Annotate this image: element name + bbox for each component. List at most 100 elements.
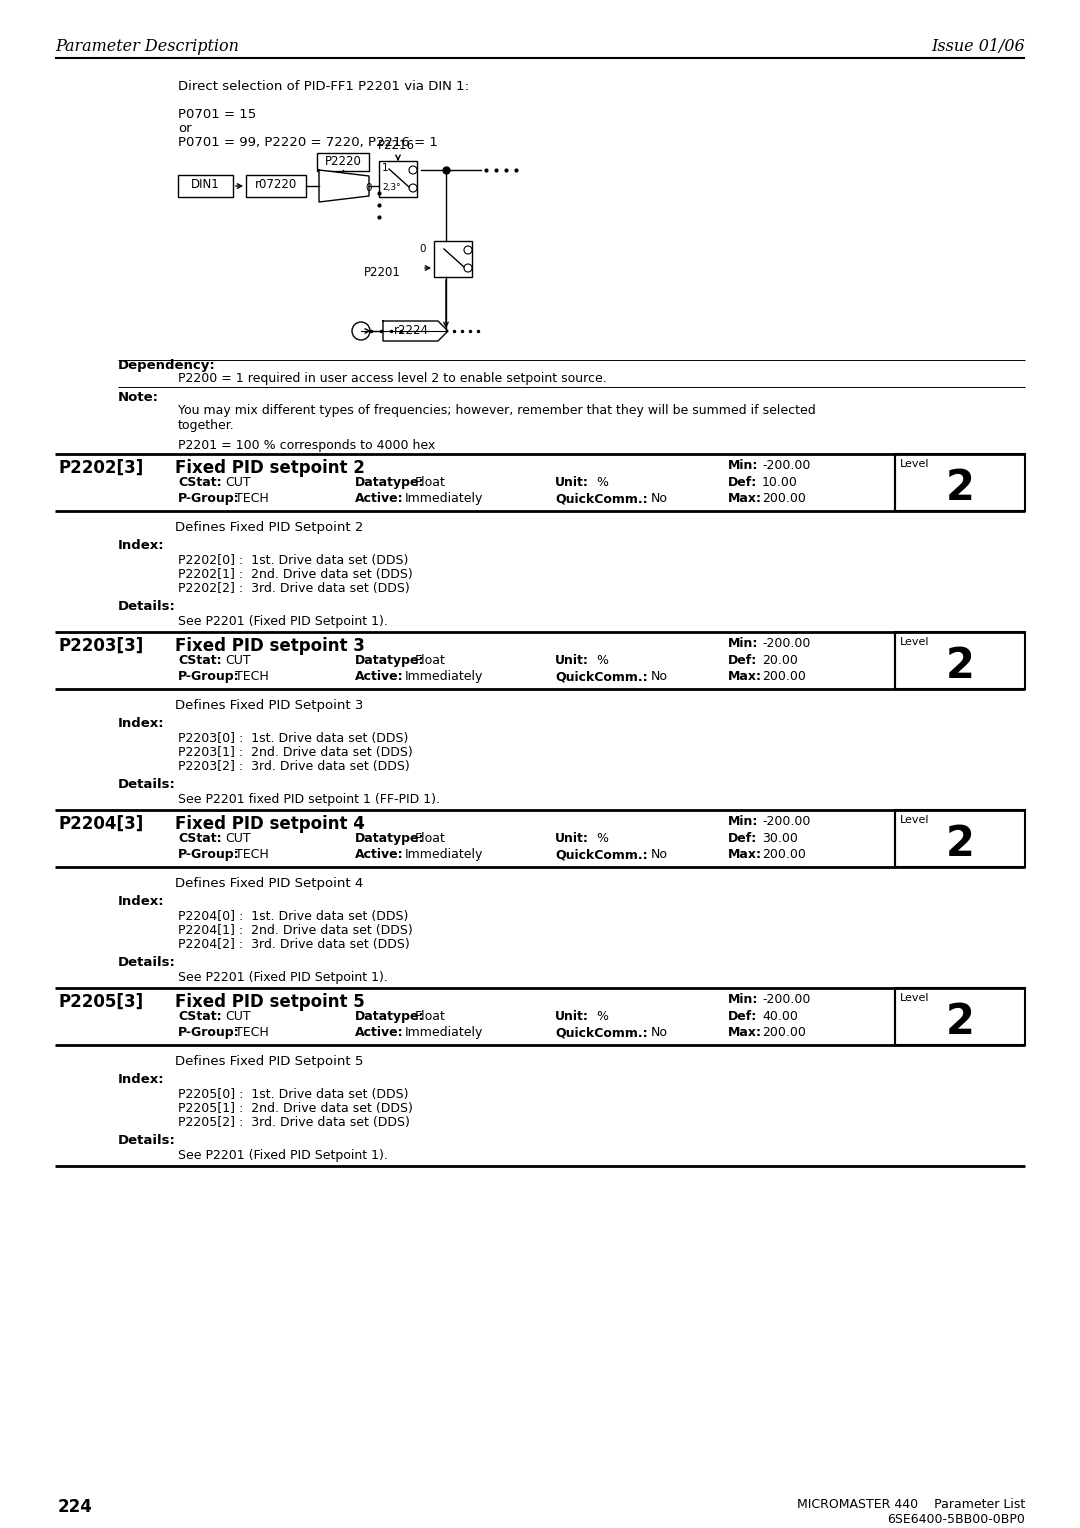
Text: P2204[0] :  1st. Drive data set (DDS): P2204[0] : 1st. Drive data set (DDS) [178, 911, 408, 923]
Text: Defines Fixed PID Setpoint 2: Defines Fixed PID Setpoint 2 [175, 521, 363, 533]
Text: 10.00: 10.00 [762, 477, 798, 489]
Circle shape [464, 264, 472, 272]
Text: Index:: Index: [118, 1073, 164, 1086]
Text: Immediately: Immediately [405, 848, 484, 860]
Circle shape [464, 246, 472, 254]
Text: Defines Fixed PID Setpoint 5: Defines Fixed PID Setpoint 5 [175, 1054, 363, 1068]
Text: DIN1: DIN1 [191, 177, 219, 191]
Text: 1: 1 [382, 163, 389, 173]
Text: Unit:: Unit: [555, 654, 589, 668]
Text: P2202[3]: P2202[3] [58, 458, 144, 477]
Bar [246, 176, 306, 197]
Text: P-Group:: P-Group: [178, 492, 240, 504]
Text: 0: 0 [419, 244, 426, 254]
Text: QuickComm.:: QuickComm.: [555, 1025, 648, 1039]
Text: P2201: P2201 [364, 266, 401, 280]
Text: Defines Fixed PID Setpoint 4: Defines Fixed PID Setpoint 4 [175, 877, 363, 889]
Text: Max:: Max: [728, 1025, 762, 1039]
Text: 2,3°: 2,3° [382, 183, 401, 193]
Text: P0701 = 15: P0701 = 15 [178, 108, 256, 121]
Text: -200.00: -200.00 [762, 993, 810, 1005]
Text: Index:: Index: [118, 539, 164, 552]
Text: CUT: CUT [225, 833, 251, 845]
Text: P2204[3]: P2204[3] [58, 814, 144, 833]
Text: Min:: Min: [728, 993, 758, 1005]
Text: Defines Fixed PID Setpoint 3: Defines Fixed PID Setpoint 3 [175, 698, 363, 712]
Text: No: No [651, 848, 669, 860]
Bar [434, 241, 472, 277]
Text: Details:: Details: [118, 601, 176, 613]
Text: CUT: CUT [225, 1010, 251, 1024]
Text: See P2201 fixed PID setpoint 1 (FF-PID 1).: See P2201 fixed PID setpoint 1 (FF-PID 1… [178, 793, 440, 805]
Text: QuickComm.:: QuickComm.: [555, 848, 648, 860]
Text: Datatype:: Datatype: [355, 477, 424, 489]
Text: 20.00: 20.00 [762, 654, 798, 668]
Text: Fixed PID setpoint 3: Fixed PID setpoint 3 [175, 637, 365, 656]
Text: %: % [596, 654, 608, 668]
Text: Min:: Min: [728, 814, 758, 828]
Text: 0: 0 [365, 183, 372, 193]
Text: P2203[0] :  1st. Drive data set (DDS): P2203[0] : 1st. Drive data set (DDS) [178, 732, 408, 746]
Circle shape [409, 167, 417, 174]
Text: Immediately: Immediately [405, 492, 484, 504]
Text: Unit:: Unit: [555, 833, 589, 845]
Bar [318, 153, 369, 171]
Text: Direct selection of PID-FF1 P2201 via DIN 1:: Direct selection of PID-FF1 P2201 via DI… [178, 79, 469, 93]
Text: No: No [651, 669, 669, 683]
Text: CUT: CUT [225, 654, 251, 668]
Text: Level: Level [900, 993, 930, 1002]
Text: Def:: Def: [728, 654, 757, 668]
Text: P2205[2] :  3rd. Drive data set (DDS): P2205[2] : 3rd. Drive data set (DDS) [178, 1115, 410, 1129]
Text: Parameter Description: Parameter Description [55, 38, 239, 55]
Text: Active:: Active: [355, 669, 404, 683]
Text: Datatype:: Datatype: [355, 1010, 424, 1024]
Text: P2205[1] :  2nd. Drive data set (DDS): P2205[1] : 2nd. Drive data set (DDS) [178, 1102, 413, 1115]
Text: Note:: Note: [118, 391, 159, 403]
Text: Immediately: Immediately [405, 669, 484, 683]
Text: P2202[2] :  3rd. Drive data set (DDS): P2202[2] : 3rd. Drive data set (DDS) [178, 582, 409, 594]
Text: Datatype:: Datatype: [355, 654, 424, 668]
Text: P2205[0] :  1st. Drive data set (DDS): P2205[0] : 1st. Drive data set (DDS) [178, 1088, 408, 1102]
Text: Datatype:: Datatype: [355, 833, 424, 845]
Text: Active:: Active: [355, 1025, 404, 1039]
Text: P2202[0] :  1st. Drive data set (DDS): P2202[0] : 1st. Drive data set (DDS) [178, 555, 408, 567]
Text: QuickComm.:: QuickComm.: [555, 669, 648, 683]
Text: CStat:: CStat: [178, 654, 221, 668]
Text: Float: Float [415, 1010, 446, 1024]
Text: QuickComm.:: QuickComm.: [555, 492, 648, 504]
Text: Max:: Max: [728, 492, 762, 504]
Text: P2205[3]: P2205[3] [58, 993, 144, 1012]
Text: -200.00: -200.00 [762, 814, 810, 828]
Text: %: % [596, 833, 608, 845]
Text: Level: Level [900, 814, 930, 825]
Text: Details:: Details: [118, 957, 176, 969]
Polygon shape [383, 321, 448, 341]
Text: 200.00: 200.00 [762, 848, 806, 860]
Text: 2: 2 [946, 824, 974, 865]
Bar [895, 454, 1025, 510]
Text: P2220: P2220 [325, 154, 362, 168]
Text: No: No [651, 1025, 669, 1039]
Text: P2216: P2216 [378, 139, 415, 151]
Text: 2: 2 [946, 468, 974, 509]
Text: You may mix different types of frequencies; however, remember that they will be : You may mix different types of frequenci… [178, 403, 815, 432]
Text: Def:: Def: [728, 833, 757, 845]
Text: or: or [178, 122, 191, 134]
Text: 2: 2 [946, 1001, 974, 1044]
Text: Index:: Index: [118, 895, 164, 908]
Bar [895, 633, 1025, 689]
Text: Float: Float [415, 477, 446, 489]
Text: CStat:: CStat: [178, 833, 221, 845]
Text: Min:: Min: [728, 637, 758, 649]
Text: Max:: Max: [728, 669, 762, 683]
Text: TECH: TECH [235, 669, 269, 683]
Text: P0701 = 99, P2220 = 7220, P2216 = 1: P0701 = 99, P2220 = 7220, P2216 = 1 [178, 136, 437, 150]
Text: Fixed PID setpoint 4: Fixed PID setpoint 4 [175, 814, 365, 833]
Text: Def:: Def: [728, 1010, 757, 1024]
Text: %: % [596, 477, 608, 489]
Text: Level: Level [900, 637, 930, 646]
Text: P2202[1] :  2nd. Drive data set (DDS): P2202[1] : 2nd. Drive data set (DDS) [178, 568, 413, 581]
Text: Immediately: Immediately [405, 1025, 484, 1039]
Text: TECH: TECH [235, 848, 269, 860]
Text: P2203[2] :  3rd. Drive data set (DDS): P2203[2] : 3rd. Drive data set (DDS) [178, 759, 409, 773]
